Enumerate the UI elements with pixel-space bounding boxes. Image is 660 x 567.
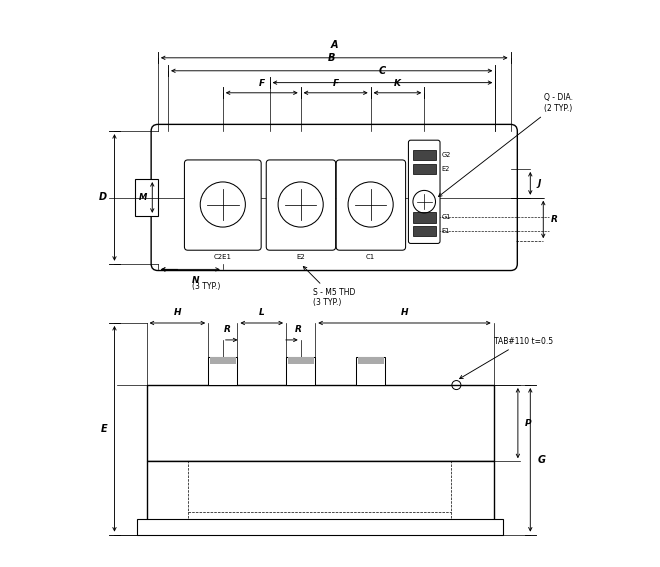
- Text: E2: E2: [296, 253, 305, 260]
- Text: C: C: [379, 66, 386, 77]
- Bar: [135, 179, 158, 216]
- Text: C1: C1: [366, 253, 376, 260]
- FancyBboxPatch shape: [336, 160, 406, 250]
- Text: N: N: [192, 276, 200, 285]
- Bar: [286, 357, 315, 385]
- Text: G2: G2: [441, 152, 451, 158]
- Text: R: R: [224, 325, 231, 335]
- FancyBboxPatch shape: [184, 160, 261, 250]
- Text: E1: E1: [441, 228, 449, 234]
- Text: R: R: [550, 215, 558, 224]
- Text: J: J: [538, 179, 541, 188]
- Text: F: F: [333, 79, 339, 88]
- Text: S - M5 THD
(3 TYP.): S - M5 THD (3 TYP.): [304, 266, 356, 307]
- Bar: [147, 385, 494, 461]
- Bar: [137, 519, 503, 535]
- Text: L: L: [259, 308, 265, 318]
- Text: G: G: [538, 455, 546, 465]
- Bar: [413, 150, 436, 160]
- Text: (3 TYP.): (3 TYP.): [192, 282, 220, 291]
- Bar: [210, 357, 236, 363]
- Text: M: M: [139, 193, 147, 202]
- Text: TAB#110 t=0.5: TAB#110 t=0.5: [459, 337, 552, 379]
- Bar: [413, 213, 436, 223]
- Text: A: A: [331, 40, 338, 50]
- FancyBboxPatch shape: [409, 140, 440, 243]
- Text: H: H: [401, 308, 409, 318]
- FancyBboxPatch shape: [266, 160, 336, 250]
- Text: D: D: [99, 192, 107, 202]
- Text: F: F: [259, 79, 265, 88]
- Bar: [413, 164, 436, 174]
- Text: C2E1: C2E1: [214, 253, 232, 260]
- Text: B: B: [328, 53, 335, 64]
- Bar: [147, 461, 494, 521]
- Text: E: E: [100, 424, 107, 434]
- Text: H: H: [174, 308, 181, 318]
- Text: R: R: [294, 325, 301, 335]
- Text: P: P: [525, 418, 532, 428]
- Text: E2: E2: [441, 166, 449, 172]
- Bar: [208, 357, 238, 385]
- Text: G1: G1: [441, 214, 450, 221]
- Text: K: K: [394, 79, 401, 88]
- Bar: [288, 357, 314, 363]
- Bar: [356, 357, 385, 385]
- FancyBboxPatch shape: [151, 124, 517, 270]
- Bar: [413, 226, 436, 236]
- Text: Q - DIA.
(2 TYP.): Q - DIA. (2 TYP.): [438, 93, 574, 197]
- Bar: [358, 357, 383, 363]
